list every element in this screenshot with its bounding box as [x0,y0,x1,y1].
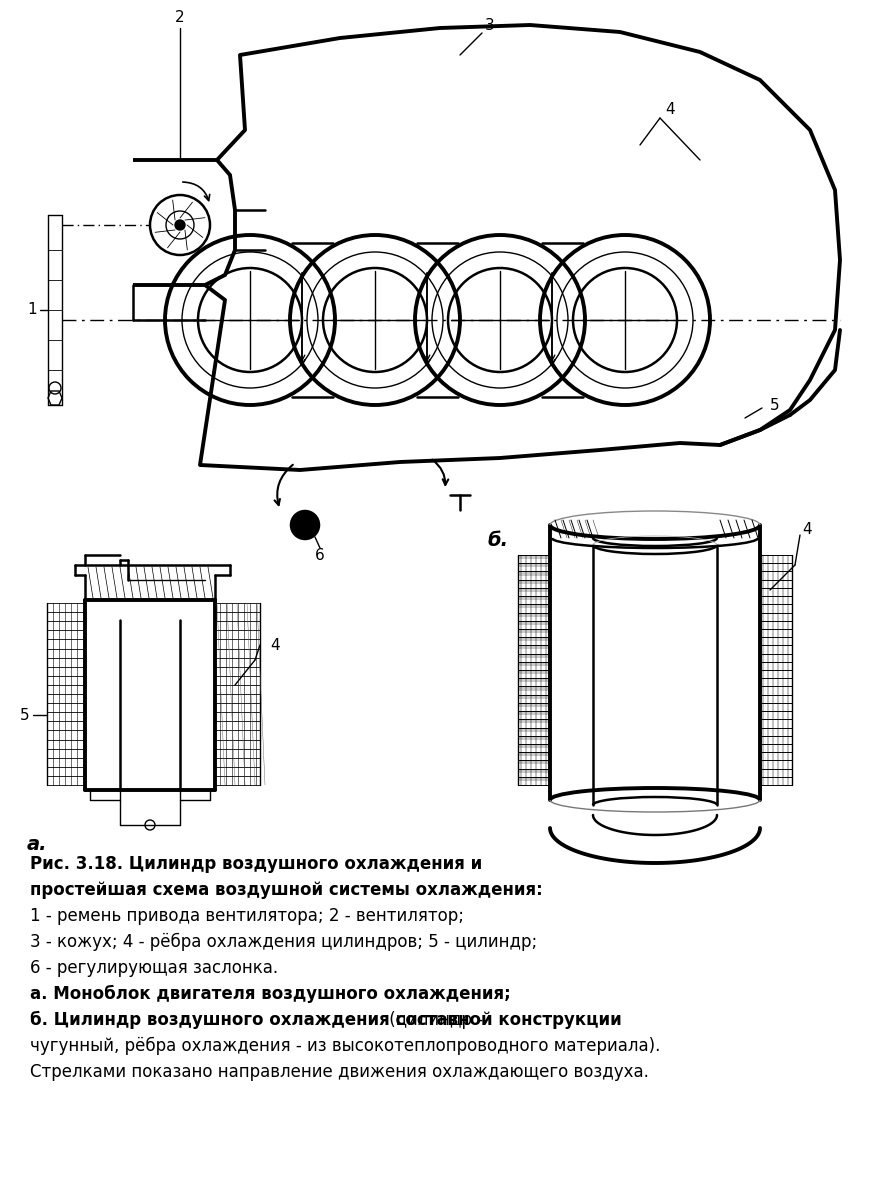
Bar [518,694,550,699]
Text: 6: 6 [315,548,325,562]
Text: 1: 1 [27,302,37,318]
Bar [518,572,550,575]
Bar [518,653,550,658]
Circle shape [175,220,185,230]
Text: 5: 5 [20,707,30,723]
Text: 3 - кожух; 4 - рёбра охлаждения цилиндров; 5 - цилиндр;: 3 - кожух; 4 - рёбра охлаждения цилиндро… [30,933,537,951]
Text: 4: 4 [802,522,812,537]
Bar [518,678,550,683]
Text: Рис. 3.18. Цилиндр воздушного охлаждения и: Рис. 3.18. Цилиндр воздушного охлаждения… [30,855,482,873]
Bar [518,596,550,600]
Bar [518,727,550,731]
Text: 6 - регулирующая заслонка.: 6 - регулирующая заслонка. [30,959,278,977]
Text: 1 - ремень привода вентилятора; 2 - вентилятор;: 1 - ремень привода вентилятора; 2 - вент… [30,907,464,925]
Bar [518,752,550,756]
Text: простейшая схема воздушной системы охлаждения:: простейшая схема воздушной системы охлаж… [30,881,543,899]
Bar [518,703,550,707]
Text: 5: 5 [770,398,780,412]
Bar [518,621,550,625]
Text: 4: 4 [665,103,675,117]
Text: Стрелками показано направление движения охлаждающего воздуха.: Стрелками показано направление движения … [30,1063,649,1081]
Bar [518,761,550,764]
Bar [518,637,550,641]
Text: 4: 4 [270,638,280,652]
Bar [518,613,550,616]
Bar [518,645,550,650]
Text: (цилиндр -: (цилиндр - [384,1011,483,1029]
Bar [518,555,550,559]
Bar [518,719,550,724]
Bar [518,744,550,748]
Bar [518,777,550,781]
Text: чугунный, рёбра охлаждения - из высокотеплопроводного материала).: чугунный, рёбра охлаждения - из высокоте… [30,1037,660,1056]
Bar [518,711,550,716]
Text: а.: а. [27,835,48,855]
Bar [518,769,550,772]
Text: а. Моноблок двигателя воздушного охлаждения;: а. Моноблок двигателя воздушного охлажде… [30,985,510,1003]
Text: 3: 3 [486,18,495,33]
Bar [518,605,550,608]
Circle shape [291,511,319,539]
Text: б. Цилиндр воздушного охлаждения составной конструкции: б. Цилиндр воздушного охлаждения составн… [30,1011,622,1029]
Bar [518,661,550,666]
Text: 2: 2 [175,11,185,26]
Bar [518,629,550,633]
Bar [518,588,550,592]
Bar [518,670,550,674]
Bar [518,736,550,739]
Bar [518,686,550,691]
Text: б.: б. [488,530,509,549]
Bar [518,563,550,567]
Bar [518,580,550,583]
